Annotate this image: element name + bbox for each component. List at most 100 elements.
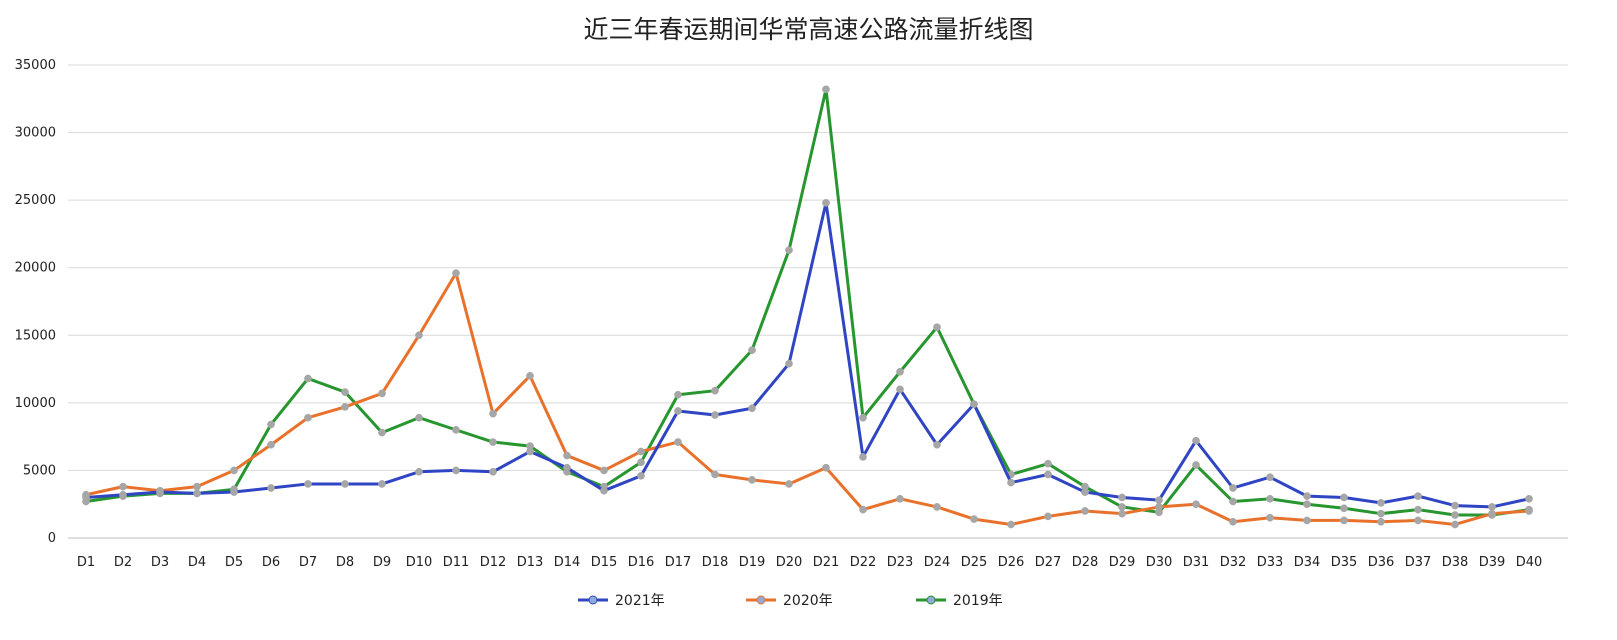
- legend-item: 2021年: [578, 593, 665, 609]
- data-point: [193, 482, 201, 491]
- y-tick-label: 10000: [15, 396, 56, 411]
- legend-item: 2019年: [916, 593, 1003, 609]
- data-point: [1488, 503, 1496, 511]
- y-tick-label: 15000: [15, 328, 56, 343]
- x-tick-label: D36: [1368, 555, 1395, 570]
- data-point: [526, 447, 534, 456]
- series-2: [82, 85, 1533, 519]
- legend-label: 2020年: [783, 593, 833, 609]
- legend-marker: [756, 595, 766, 605]
- data-point: [1044, 512, 1052, 521]
- chart-title: 近三年春运期间华常高速公路流量折线图: [583, 15, 1034, 44]
- data-point: [267, 484, 275, 492]
- data-point: [1229, 484, 1237, 492]
- legend-marker: [926, 595, 936, 605]
- data-point: [1081, 488, 1089, 496]
- x-tick-label: D20: [776, 555, 803, 570]
- y-tick-label: 30000: [15, 126, 56, 141]
- x-tick-label: D29: [1109, 555, 1136, 570]
- x-tick-label: D39: [1479, 555, 1506, 570]
- data-point: [1266, 513, 1274, 522]
- data-point: [489, 467, 497, 476]
- data-point: [674, 407, 682, 415]
- data-point: [1525, 494, 1533, 503]
- data-point: [970, 400, 978, 409]
- x-tick-label: D16: [628, 555, 655, 570]
- data-point: [1118, 493, 1126, 502]
- data-point: [452, 426, 460, 434]
- data-point: [341, 388, 349, 396]
- data-point: [1155, 496, 1163, 505]
- data-point: [711, 411, 719, 419]
- data-point: [748, 346, 756, 355]
- data-point: [933, 503, 941, 511]
- x-tick-label: D33: [1257, 555, 1284, 570]
- x-tick-label: D24: [924, 555, 951, 570]
- x-tick-label: D30: [1146, 555, 1173, 570]
- data-point: [1377, 509, 1385, 518]
- data-point: [1414, 492, 1422, 500]
- data-point: [1007, 478, 1015, 487]
- data-point: [1266, 494, 1274, 503]
- data-point: [304, 480, 312, 488]
- data-point: [674, 390, 682, 399]
- data-point: [859, 453, 867, 461]
- x-tick-label: D3: [151, 555, 169, 570]
- x-tick-label: D2: [114, 555, 132, 570]
- data-point: [1488, 509, 1496, 518]
- series-layer: [82, 85, 1533, 529]
- x-tick-label: D8: [336, 555, 354, 570]
- data-point: [156, 488, 164, 496]
- data-point: [1118, 503, 1126, 511]
- x-tick-label: D11: [443, 555, 470, 570]
- data-point: [1377, 517, 1385, 526]
- data-point: [378, 389, 386, 398]
- data-point: [933, 323, 941, 332]
- data-point: [1451, 501, 1459, 510]
- data-point: [415, 467, 423, 476]
- data-point: [933, 440, 941, 449]
- data-point: [119, 490, 127, 499]
- data-point: [563, 451, 571, 460]
- y-tick-label: 35000: [15, 58, 56, 73]
- x-tick-label: D10: [406, 555, 433, 570]
- series-0: [82, 198, 1533, 511]
- series-line: [85, 271, 1530, 526]
- data-point: [674, 438, 682, 446]
- data-point: [1229, 517, 1237, 526]
- legend-label: 2021年: [615, 593, 665, 609]
- x-tick-label: D9: [373, 555, 391, 570]
- data-point: [711, 386, 719, 395]
- x-tick-label: D25: [961, 555, 988, 570]
- data-point: [785, 480, 793, 488]
- data-point: [489, 409, 497, 418]
- x-tick-label: D38: [1442, 555, 1469, 570]
- data-point: [1155, 503, 1163, 511]
- data-point: [119, 482, 127, 491]
- data-point: [859, 505, 867, 514]
- data-point: [637, 447, 645, 456]
- data-point: [452, 466, 460, 475]
- x-tick-label: D23: [887, 555, 914, 570]
- data-point: [1192, 461, 1200, 469]
- grid-lines: [68, 64, 1568, 471]
- data-point: [748, 476, 756, 484]
- data-point: [970, 515, 978, 523]
- data-point: [1303, 500, 1311, 509]
- x-tick-label: D27: [1035, 555, 1062, 570]
- data-point: [230, 488, 238, 496]
- data-point: [526, 371, 534, 380]
- data-point: [378, 480, 386, 488]
- x-tick-label: D1: [77, 555, 95, 570]
- series-line: [85, 201, 1530, 509]
- data-point: [1414, 516, 1422, 525]
- data-point: [415, 331, 423, 340]
- data-point: [1192, 500, 1200, 509]
- x-tick-label: D15: [591, 555, 618, 570]
- series-1: [82, 269, 1533, 529]
- data-point: [600, 466, 608, 475]
- data-point: [452, 269, 460, 277]
- data-point: [1525, 507, 1533, 515]
- data-point: [1192, 436, 1200, 445]
- x-tick-label: D31: [1183, 555, 1210, 570]
